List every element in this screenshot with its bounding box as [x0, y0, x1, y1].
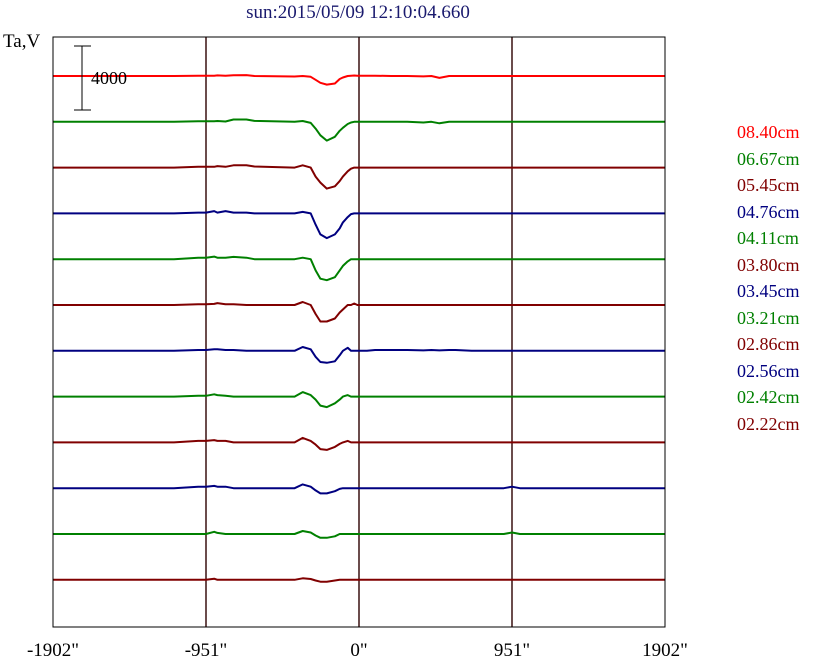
legend-item-05.45cm: 05.45cm	[737, 175, 800, 195]
x-tick-label-0: -1902"	[27, 640, 79, 661]
series-line-02.22cm	[53, 577, 665, 583]
x-tick-label-3: 951"	[494, 640, 530, 661]
legend-item-08.40cm: 08.40cm	[737, 122, 800, 142]
x-tick-label-4: 1902"	[642, 640, 688, 661]
legend-item-02.56cm: 02.56cm	[737, 360, 800, 381]
legend-item-03.80cm: 03.80cm	[737, 254, 800, 275]
series-line-02.86cm	[53, 436, 665, 451]
grid-lines	[205, 37, 513, 627]
y-axis-label: Ta,V	[3, 31, 41, 52]
x-tick-label-2: 0"	[350, 640, 367, 661]
series-traces	[53, 74, 665, 583]
series-line-08.40cm	[53, 74, 665, 86]
series-line-02.56cm	[53, 483, 665, 495]
series-line-04.11cm	[53, 255, 665, 282]
x-tick-labels: -1902" -951" 0" 951" 1902"	[27, 640, 688, 661]
series-line-03.21cm	[53, 391, 665, 409]
legend-item-02.86cm: 02.86cm	[737, 334, 800, 354]
series-line-06.67cm	[53, 118, 665, 142]
legend-item-03.21cm: 03.21cm	[737, 307, 800, 328]
series-line-03.80cm	[53, 301, 665, 323]
series-line-04.76cm	[53, 210, 665, 240]
x-tick-label-1: -951"	[185, 640, 228, 661]
series-line-05.45cm	[53, 164, 665, 190]
legend-item-03.45cm: 03.45cm	[737, 281, 800, 301]
scale-bar: 4000	[74, 45, 127, 111]
chart-title: sun:2015/05/09 12:10:04.660	[246, 2, 470, 23]
legend-item-04.76cm: 04.76cm	[737, 201, 800, 222]
legend-item-04.11cm: 04.11cm	[737, 228, 799, 248]
series-line-03.45cm	[53, 346, 665, 364]
plot-frame	[52, 36, 666, 628]
legend-item-02.42cm: 02.42cm	[737, 387, 800, 407]
series-line-02.42cm	[53, 530, 665, 539]
legend: 08.40cm 06.67cm 05.45cm 04.76cm 04.11cm 03.80…	[737, 119, 800, 437]
scale-bar-label: 4000	[91, 68, 127, 88]
legend-item-06.67cm: 06.67cm	[737, 148, 800, 169]
legend-item-02.22cm: 02.22cm	[737, 413, 800, 434]
